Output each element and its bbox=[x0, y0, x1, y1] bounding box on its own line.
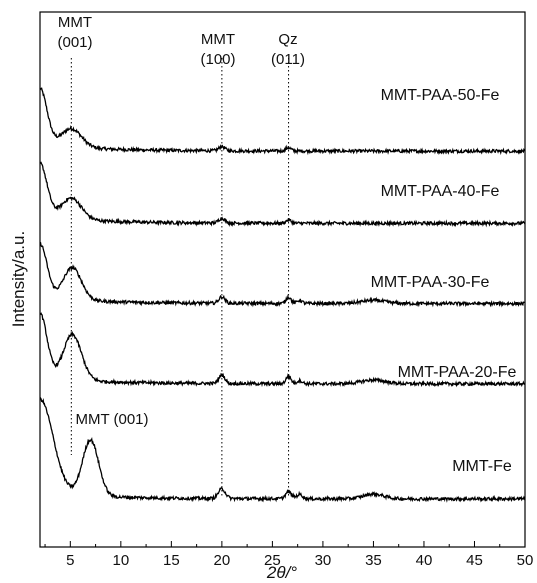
y-axis-label: Intensity/a.u. bbox=[9, 231, 28, 327]
series-label: MMT-PAA-40-Fe bbox=[381, 183, 500, 200]
plot-frame bbox=[39, 11, 526, 548]
reference-label-bottom: (001) bbox=[57, 34, 92, 51]
series-group bbox=[39, 87, 526, 503]
x-axis-ticks: 5 10 15 20 25 30 35 40 45 50 bbox=[44, 541, 534, 569]
reference-label-top: MMT bbox=[58, 14, 92, 31]
reference-label-top: MMT bbox=[201, 31, 235, 48]
series-line bbox=[39, 161, 526, 228]
x-tick-label: 25 bbox=[264, 552, 281, 569]
x-tick-label: 15 bbox=[163, 552, 180, 569]
x-tick-label: 50 bbox=[517, 552, 534, 569]
reference-label-top: Qz bbox=[278, 31, 297, 48]
series-line bbox=[39, 241, 526, 308]
x-tick-label: 10 bbox=[112, 552, 129, 569]
x-tick-label: 5 bbox=[66, 552, 74, 569]
reference-label-bottom: (011) bbox=[271, 51, 305, 68]
x-axis-label: 2θ/° bbox=[266, 563, 297, 582]
x-tick-label: 40 bbox=[416, 552, 433, 569]
series-line bbox=[39, 397, 526, 503]
reference-lines bbox=[70, 58, 290, 498]
x-tick-label: 20 bbox=[214, 552, 231, 569]
series-line bbox=[39, 312, 526, 388]
series-label: MMT-PAA-30-Fe bbox=[371, 274, 490, 291]
series-label: MMT-PAA-50-Fe bbox=[381, 87, 500, 104]
reference-label-bottom: (100) bbox=[200, 51, 235, 68]
peak-annotation: MMT (001) bbox=[75, 411, 148, 428]
series-label: MMT-PAA-20-Fe bbox=[398, 364, 517, 381]
x-tick-label: 45 bbox=[466, 552, 483, 569]
x-tick-label: 35 bbox=[365, 552, 382, 569]
x-tick-label: 30 bbox=[315, 552, 332, 569]
series-label: MMT-Fe bbox=[452, 458, 512, 475]
series-line bbox=[39, 87, 526, 156]
chart-labels: MMT-PAA-50-Fe MMT-PAA-40-Fe MMT-PAA-30-Fe M… bbox=[57, 14, 516, 475]
